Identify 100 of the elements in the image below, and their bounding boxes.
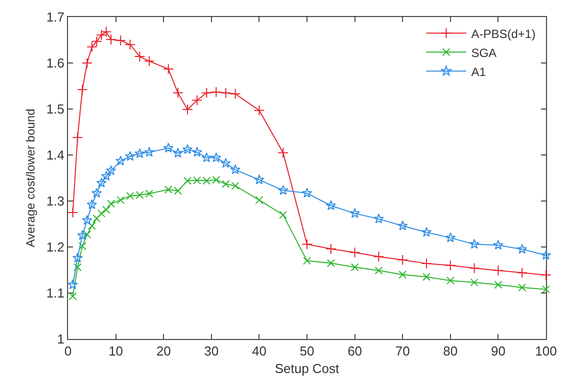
point xyxy=(350,263,359,272)
point xyxy=(540,250,552,260)
point xyxy=(494,280,502,289)
point xyxy=(230,164,240,174)
point xyxy=(397,220,408,230)
point xyxy=(134,148,145,158)
point xyxy=(182,104,193,115)
point xyxy=(144,56,155,67)
point xyxy=(303,256,311,265)
point xyxy=(278,147,288,158)
point xyxy=(86,199,98,210)
x-tick-label: 40 xyxy=(252,344,266,359)
point xyxy=(350,208,360,218)
y-axis-title: Average cost/lower bound xyxy=(24,108,38,248)
point xyxy=(374,266,383,274)
x-tick-label: 0 xyxy=(64,344,72,359)
point xyxy=(302,238,312,250)
point xyxy=(518,283,526,292)
point xyxy=(77,230,88,240)
point xyxy=(67,207,78,218)
point xyxy=(542,285,550,294)
legend-label: SGA xyxy=(471,46,497,60)
x-tick-label: 30 xyxy=(204,344,219,359)
point xyxy=(106,165,116,176)
point xyxy=(72,252,83,262)
point xyxy=(373,251,384,262)
point xyxy=(540,270,552,280)
point xyxy=(102,206,110,214)
point xyxy=(115,156,126,166)
point xyxy=(445,232,456,242)
x-tick-label: 50 xyxy=(300,344,314,359)
point xyxy=(124,39,136,50)
point xyxy=(211,152,222,162)
point xyxy=(421,258,432,269)
y-tick-label: 1 xyxy=(57,332,64,347)
point xyxy=(326,200,336,210)
point xyxy=(192,94,202,106)
point xyxy=(493,240,504,250)
point xyxy=(231,182,240,190)
legend-label: A-PBS(d+1) xyxy=(471,26,536,41)
point xyxy=(469,238,480,249)
x-tick-label: 100 xyxy=(535,344,557,359)
point xyxy=(254,174,264,184)
point xyxy=(398,270,407,279)
point xyxy=(254,104,265,116)
x-tick-label: 20 xyxy=(156,344,171,359)
point xyxy=(421,226,432,237)
point xyxy=(326,243,336,254)
x-tick-label: 90 xyxy=(490,344,506,359)
point xyxy=(192,146,202,157)
point xyxy=(116,196,125,204)
point xyxy=(68,292,77,300)
x-tick-label: 70 xyxy=(395,344,410,359)
point xyxy=(101,170,112,181)
point xyxy=(107,200,116,208)
point xyxy=(492,265,504,276)
point xyxy=(72,132,83,143)
point xyxy=(96,178,107,188)
point xyxy=(68,279,78,290)
point xyxy=(182,144,193,154)
point xyxy=(445,260,456,271)
y-tick-label: 1.6 xyxy=(46,56,64,71)
point xyxy=(124,150,136,161)
point xyxy=(88,222,96,230)
point xyxy=(92,188,102,198)
point xyxy=(349,247,360,258)
point xyxy=(115,35,126,46)
point xyxy=(91,36,102,47)
x-axis-title: Setup Cost xyxy=(274,361,340,376)
point xyxy=(82,58,93,68)
y-tick-label: 1.4 xyxy=(46,148,64,163)
point xyxy=(397,254,408,266)
point xyxy=(76,84,88,96)
point xyxy=(422,272,430,281)
point xyxy=(278,185,288,195)
x-tick-label: 10 xyxy=(108,344,124,359)
point xyxy=(144,146,154,157)
point xyxy=(134,51,146,62)
point xyxy=(279,210,288,219)
point xyxy=(201,152,212,162)
legend-label: A1 xyxy=(471,64,486,79)
point xyxy=(92,214,101,222)
x-tick-label: 60 xyxy=(348,344,362,359)
point xyxy=(222,180,230,188)
point xyxy=(255,196,264,204)
y-tick-label: 1.1 xyxy=(46,286,64,301)
point xyxy=(86,42,98,52)
point xyxy=(78,242,86,250)
point xyxy=(374,214,384,224)
y-tick-label: 1.2 xyxy=(46,240,64,255)
x-tick-label: 80 xyxy=(443,344,458,359)
point xyxy=(83,230,92,239)
point xyxy=(302,188,312,198)
point xyxy=(516,244,528,254)
y-tick-label: 1.7 xyxy=(46,10,64,25)
point xyxy=(172,88,184,98)
point xyxy=(468,262,480,274)
point xyxy=(162,64,174,74)
point xyxy=(516,267,528,278)
point xyxy=(163,142,174,153)
